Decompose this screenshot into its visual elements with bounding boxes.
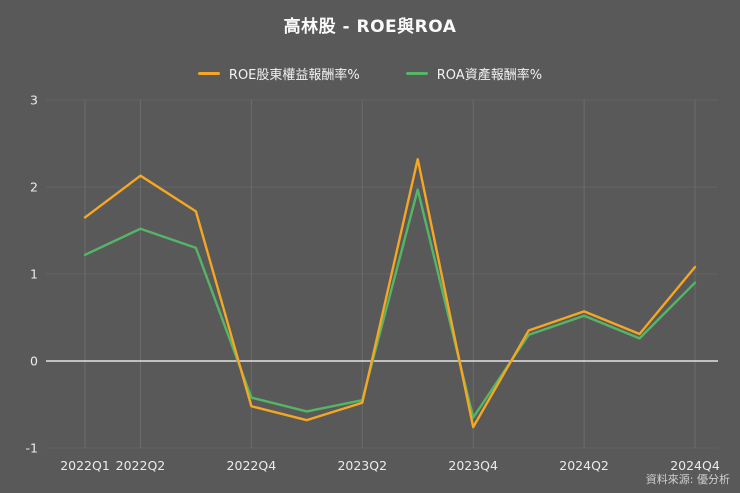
legend-label-roe: ROE股東權益報酬率% [228, 68, 360, 83]
x-axis-tick-label: 2024Q4 [670, 458, 720, 473]
series-line-roe [83, 157, 697, 429]
y-axis-tick-label: 3 [30, 93, 38, 108]
legend-label-roa: ROA資產報酬率% [436, 68, 543, 83]
y-axis-tick-label: 1 [30, 267, 38, 282]
x-axis-tick-label: 2023Q4 [448, 458, 498, 473]
y-axis-tick-label: 0 [30, 354, 38, 369]
x-axis-tick-label: 2024Q2 [559, 458, 609, 473]
x-axis-tick-label: 2022Q4 [227, 458, 277, 473]
legend-item-roa[interactable]: ROA資產報酬率% [405, 64, 543, 83]
roa-line-swatch-icon [405, 72, 428, 75]
x-axis-tick-label: 2022Q1 [60, 458, 110, 473]
series-line-roa [83, 188, 697, 419]
data-source-note: 資料來源: 優分析 [645, 473, 730, 486]
x-axis-tick-label: 2023Q2 [337, 458, 387, 473]
legend-item-roe[interactable]: ROE股東權益報酬率% [197, 64, 360, 83]
chart-title: 高林股 - ROE與ROA [283, 17, 457, 37]
x-axis-tick-label: 2022Q2 [116, 458, 166, 473]
y-axis-tick-label: -1 [26, 441, 38, 456]
chart-legend: ROE股東權益報酬率% ROA資產報酬率% [0, 64, 740, 83]
y-axis-tick-label: 2 [30, 180, 38, 195]
roe-line-swatch-icon [197, 72, 220, 75]
